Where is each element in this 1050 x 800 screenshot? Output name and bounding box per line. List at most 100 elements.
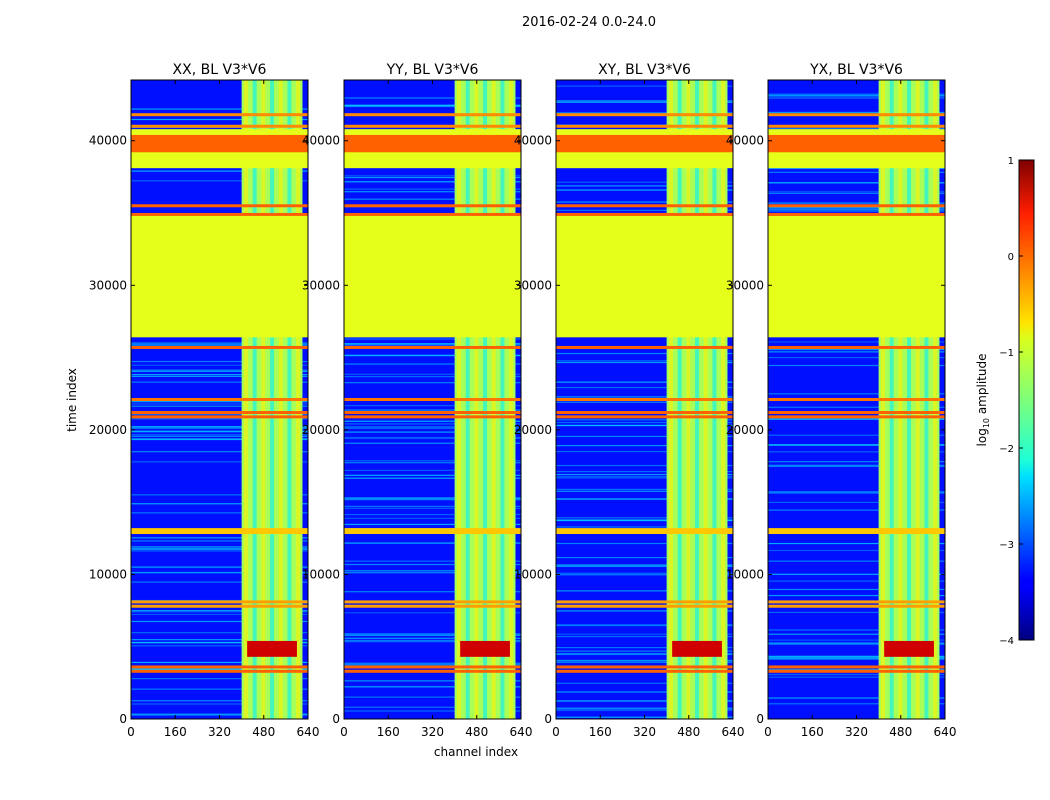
x-tick-label: 320: [633, 725, 656, 739]
x-tick-label: 480: [889, 725, 912, 739]
colorbar-tick-label: 0: [1008, 252, 1014, 263]
flagged-time-line: [131, 398, 308, 401]
noise-line: [556, 101, 733, 103]
flagged-time-line: [768, 204, 945, 208]
noise-line: [768, 406, 945, 408]
noise-line: [768, 542, 945, 545]
flagged-block: [344, 213, 521, 338]
flagged-time-line: [344, 345, 521, 349]
flagged-time-line: [131, 345, 308, 349]
flagged-block: [131, 134, 308, 153]
x-tick-label: 320: [421, 725, 444, 739]
noise-line: [131, 180, 308, 182]
noise-line: [131, 170, 308, 172]
noise-line: [131, 688, 308, 690]
noise-line: [768, 94, 945, 96]
flagged-time-line: [131, 528, 308, 532]
noise-line: [131, 344, 308, 346]
noise-line: [344, 612, 521, 614]
noise-line: [556, 490, 733, 492]
noise-line: [768, 656, 945, 658]
noise-line: [556, 708, 733, 710]
noise-line: [556, 488, 733, 490]
noise-line: [556, 100, 733, 102]
flagged-block: [556, 134, 733, 153]
noise-line: [131, 546, 308, 548]
y-tick-label: 20000: [514, 423, 552, 437]
noise-line: [556, 682, 733, 684]
x-tick-label: 320: [208, 725, 231, 739]
noise-line: [556, 477, 733, 479]
noise-line: [344, 662, 521, 664]
noise-line: [768, 210, 945, 212]
noise-line: [344, 663, 521, 665]
noise-line: [131, 540, 308, 542]
noise-line: [131, 661, 308, 664]
noise-line: [131, 118, 308, 121]
y-axis-label: time index: [65, 368, 79, 432]
noise-line: [556, 590, 733, 592]
flagged-time-line: [556, 528, 733, 532]
noise-line: [556, 381, 733, 383]
y-tick-label: 40000: [514, 134, 552, 148]
noise-line: [131, 401, 308, 403]
noise-line: [768, 588, 945, 591]
y-tick-label: 40000: [89, 134, 127, 148]
noise-line: [556, 564, 733, 566]
noise-line: [344, 710, 521, 712]
noise-line: [344, 696, 521, 698]
noise-line: [556, 650, 733, 652]
noise-line: [131, 405, 308, 407]
y-tick-label: 0: [332, 712, 340, 726]
y-tick-label: 30000: [302, 278, 340, 292]
flagged-block: [768, 213, 945, 338]
noise-line: [344, 105, 521, 108]
noise-line: [556, 572, 733, 574]
noise-line: [768, 611, 945, 614]
noise-line: [768, 418, 945, 420]
noise-line: [131, 537, 308, 539]
noise-line: [768, 658, 945, 660]
heatmap-panel-3: XY, BL V3*V6 0 160 320 480 640 0 10000 20000 3000…: [514, 62, 745, 739]
noise-line: [768, 417, 945, 419]
flagged-time-line: [556, 600, 733, 604]
x-tick-label: 160: [164, 725, 187, 739]
colorbar-label-sub: 10: [982, 418, 991, 428]
noise-line: [344, 663, 521, 666]
colorbar-label: log10 amplitude: [975, 354, 991, 447]
noise-line: [768, 509, 945, 511]
noise-line: [131, 645, 308, 647]
flagged-time-line: [556, 531, 733, 535]
flagged-time-line: [344, 204, 521, 208]
colorbar-tick-label: −4: [999, 636, 1014, 647]
noise-line: [344, 425, 521, 428]
flagged-time-line: [768, 398, 945, 401]
noise-line: [556, 464, 733, 467]
flagged-time-line: [768, 528, 945, 532]
noise-line: [344, 175, 521, 177]
flagged-time-line: [131, 411, 308, 415]
noise-line: [131, 610, 308, 612]
noise-line: [556, 542, 733, 545]
noise-line: [556, 709, 733, 712]
noise-line: [768, 434, 945, 436]
noise-line: [344, 560, 521, 562]
noise-line: [131, 370, 308, 372]
noise-line: [344, 338, 521, 340]
noise-line: [768, 341, 945, 343]
noise-line: [131, 108, 308, 110]
panel-title: XX, BL V3*V6: [173, 62, 267, 78]
noise-line: [131, 548, 308, 550]
noise-line: [768, 167, 945, 170]
noise-line: [768, 348, 945, 350]
colorbar-tick-label: 1: [1008, 156, 1014, 167]
flagged-block: [344, 134, 521, 153]
noise-line: [344, 405, 521, 407]
y-tick-label: 0: [544, 712, 552, 726]
noise-line: [131, 512, 308, 514]
noise-line: [556, 386, 733, 389]
flagged-time-line: [344, 665, 521, 669]
noise-line: [131, 642, 308, 644]
noise-line: [131, 678, 308, 680]
flagged-time-line: [556, 113, 733, 117]
